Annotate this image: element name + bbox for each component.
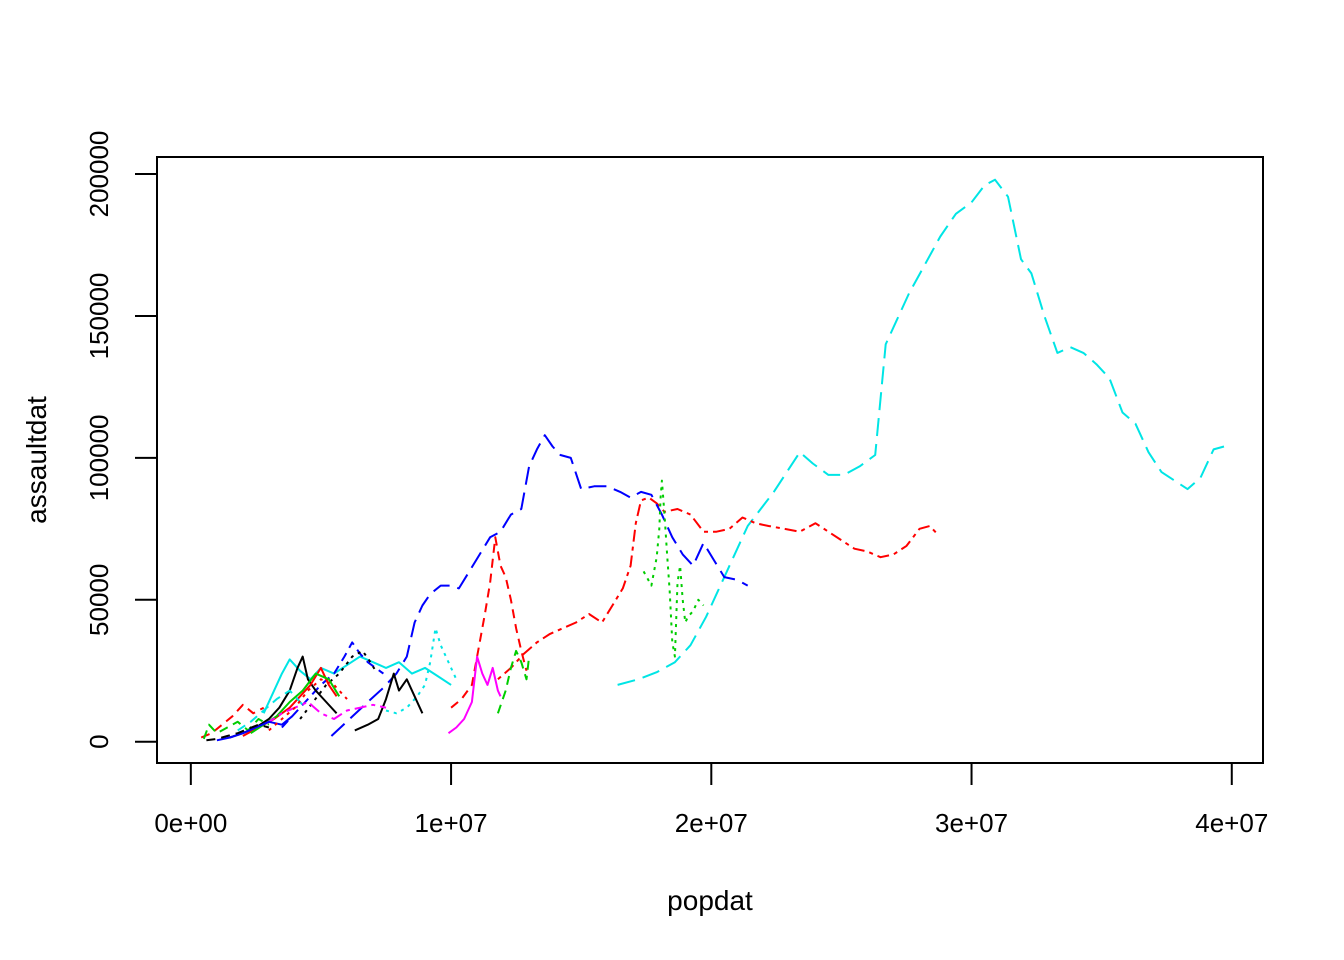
series-line-5	[385, 627, 458, 715]
series-line-4	[642, 479, 705, 658]
x-axis: 0e+00 1e+07 2e+07 3e+07 4e+07	[154, 762, 1268, 838]
series-line-20	[237, 689, 304, 732]
series-line-9	[354, 672, 424, 732]
series-line-2	[497, 496, 939, 681]
x-tick-label-2: 2e+07	[675, 808, 748, 838]
series-line-18	[255, 701, 387, 729]
x-tick-label-4: 4e+07	[1195, 808, 1268, 838]
series-line-8	[496, 649, 531, 714]
series-line-10	[262, 655, 452, 714]
series-line-22	[268, 678, 348, 732]
y-tick-label-0: 0	[84, 734, 114, 748]
series-line-14	[202, 718, 270, 740]
series-line-7	[447, 655, 502, 735]
series-lines	[200, 178, 1225, 742]
y-axis-title: assaultdat	[21, 396, 52, 524]
series-line-6	[450, 536, 528, 709]
series-line-21	[206, 723, 270, 742]
y-tick-label-1: 50000	[84, 564, 114, 636]
y-tick-label-4: 200000	[84, 131, 114, 218]
x-axis-title: popdat	[667, 885, 753, 916]
x-tick-label-1: 1e+07	[415, 808, 488, 838]
x-tick-label-0: 0e+00	[154, 808, 227, 838]
series-line-19	[216, 715, 293, 742]
y-tick-label-3: 150000	[84, 273, 114, 360]
series-line-1	[617, 178, 1225, 686]
y-axis: 0 50000 100000 150000 200000	[84, 131, 158, 749]
series-line-12	[299, 649, 377, 720]
series-line-3	[330, 434, 749, 737]
x-tick-label-3: 3e+07	[935, 808, 1008, 838]
y-tick-label-2: 100000	[84, 415, 114, 502]
series-line-13	[200, 703, 265, 739]
